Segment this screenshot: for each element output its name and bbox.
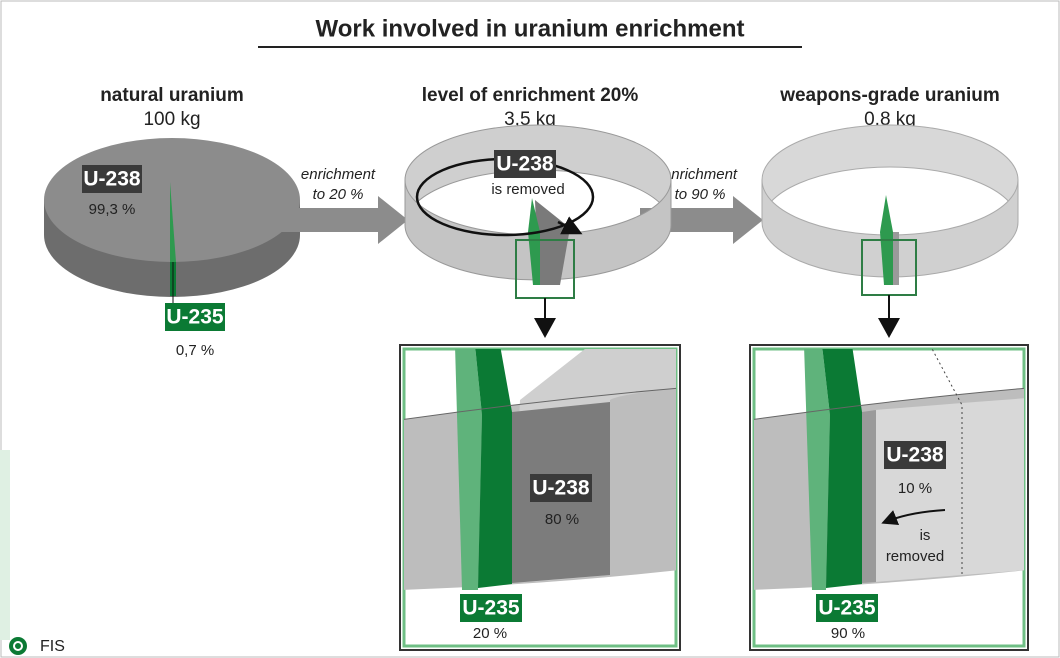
isotope-label: U-238 <box>496 153 554 176</box>
share: 10 % <box>898 480 932 497</box>
share: 80 % <box>545 511 579 528</box>
isotope-label: U-235 <box>818 597 876 620</box>
note: is <box>920 527 931 544</box>
note: removed <box>886 548 944 565</box>
note: is removed <box>491 181 564 198</box>
share: 99,3 % <box>89 201 136 218</box>
isotope-label: U-235 <box>462 597 520 620</box>
isotope-label: U-238 <box>83 168 141 191</box>
stage-name: level of enrichment 20% <box>422 85 639 106</box>
ring <box>762 125 1018 285</box>
infographic: Work involved in uranium enrichment natu… <box>0 0 1060 658</box>
stage-name: weapons-grade uranium <box>779 85 1000 106</box>
source: FIS <box>40 638 65 655</box>
zoom-arrow-head <box>878 318 900 338</box>
stage-name: natural uranium <box>100 85 244 106</box>
step-text: to 20 % <box>313 186 364 203</box>
natural-disk <box>44 138 300 305</box>
title: Work involved in uranium enrichment <box>316 15 745 42</box>
step-text: enrichment <box>663 166 738 183</box>
share: 20 % <box>473 625 507 642</box>
zoom-arrow-head <box>534 318 556 338</box>
share: 0,7 % <box>176 342 214 359</box>
edge-strip <box>0 450 10 640</box>
share: 90 % <box>831 625 865 642</box>
stage-amount: 100 kg <box>143 109 200 130</box>
step-text: enrichment <box>301 166 376 183</box>
logo <box>9 637 27 655</box>
ring <box>405 125 671 285</box>
isotope-label: U-238 <box>532 477 590 500</box>
isotope-label: U-235 <box>166 306 224 329</box>
isotope-label: U-238 <box>886 444 944 467</box>
step-text: to 90 % <box>675 186 726 203</box>
